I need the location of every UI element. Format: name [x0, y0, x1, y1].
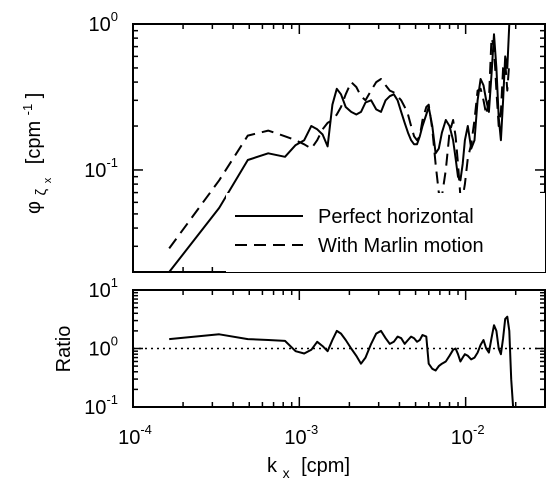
legend-box [226, 193, 545, 272]
legend-label-perfect-horizontal: Perfect horizontal [318, 206, 474, 228]
series-line-perfect-horizontal [168, 23, 511, 273]
x-tick-label: 10-3 [284, 422, 318, 449]
x-tick-label: 10-2 [451, 422, 485, 449]
x-label-sub-x: x [283, 465, 290, 481]
ratio-panel: 101 100 10-1 10-4 10-3 10-2 Ratio k x [cpm] [53, 275, 546, 483]
x-label-k: k [267, 455, 278, 477]
legend-label-with-marlin-motion: With Marlin motion [318, 235, 484, 257]
y-label-phi: φ [23, 201, 45, 214]
y-label-unit-exp: -1 [20, 104, 35, 116]
y-label-sub-x: x [42, 177, 54, 183]
spectrum-y-tick-labels: 100 10-1 [84, 9, 118, 182]
spectrum-y-tick-label: 100 [89, 9, 118, 36]
ratio-y-tick-label: 10-1 [84, 392, 118, 419]
spectrum-panel: 100 10-1 φ ζ x [cpm -1 ] Perfect horizont… [15, 9, 546, 273]
y-label-unit: [cpm [23, 121, 45, 164]
legend: Perfect horizontal With Marlin motion [226, 193, 545, 272]
spectrum-series [168, 23, 511, 273]
ratio-y-axis-label: Ratio [53, 326, 75, 373]
x-tick-label: 10-4 [118, 422, 152, 449]
x-tick-labels: 10-4 10-3 10-2 [118, 422, 484, 449]
ratio-y-tick-labels: 101 100 10-1 [84, 275, 118, 419]
spectrum-y-tick-label: 10-1 [84, 155, 118, 182]
series-line-with-marlin-motion [168, 37, 511, 249]
ratio-line [169, 315, 515, 408]
ratio-y-tick-label: 100 [89, 334, 118, 361]
y-label-unit-close: ] [23, 93, 45, 99]
ratio-y-tick-label: 101 [89, 275, 118, 302]
ratio-series [169, 315, 515, 408]
x-label-unit: [cpm] [301, 455, 350, 477]
x-axis-label: k x [cpm] [267, 455, 350, 483]
y-label-sub-zeta: ζ [33, 188, 50, 195]
ratio-minor-ticks [133, 290, 546, 407]
spectrum-y-axis-label: φ ζ x [cpm -1 ] [15, 93, 56, 214]
